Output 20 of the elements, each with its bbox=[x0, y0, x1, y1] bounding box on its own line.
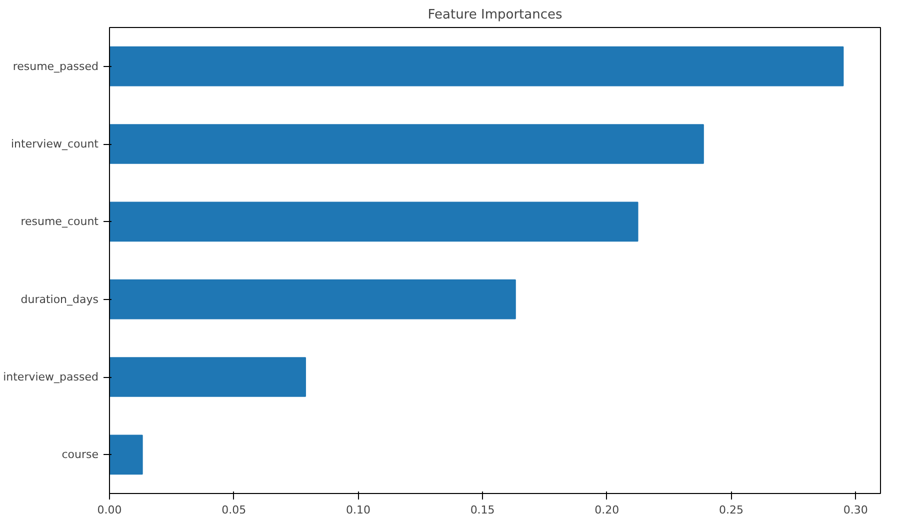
x-tick-label: 0.10 bbox=[346, 504, 370, 516]
x-tick-label: 0.05 bbox=[222, 504, 246, 516]
x-tick-label: 0.30 bbox=[843, 504, 868, 516]
bar bbox=[110, 279, 516, 320]
x-tick-label: 0.00 bbox=[97, 504, 122, 516]
bar bbox=[110, 357, 306, 397]
y-tick-label: resume_passed bbox=[12, 60, 99, 73]
y-tick-label: interview_passed bbox=[3, 370, 99, 384]
bar bbox=[110, 202, 638, 242]
bar bbox=[110, 124, 704, 164]
y-tick-label: duration_days bbox=[20, 292, 99, 306]
bar bbox=[110, 434, 143, 475]
x-tick-label: 0.20 bbox=[594, 504, 620, 516]
x-tick-label: 0.15 bbox=[470, 504, 495, 516]
y-tick-label: interview_count bbox=[11, 138, 100, 150]
bar bbox=[110, 46, 844, 86]
y-tick-label: resume_count bbox=[20, 215, 100, 228]
y-tick-label: course bbox=[62, 448, 99, 462]
x-tick-label: 0.25 bbox=[719, 504, 744, 516]
chart-title: Feature Importances bbox=[428, 8, 562, 22]
